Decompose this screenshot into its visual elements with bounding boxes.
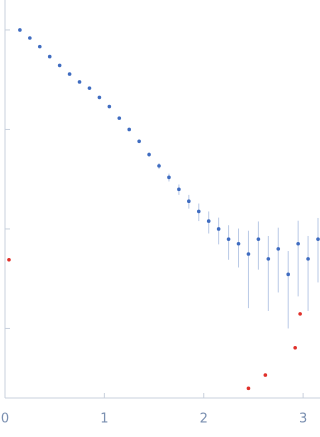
data-point bbox=[37, 44, 42, 49]
data-point bbox=[47, 54, 52, 59]
data-point bbox=[127, 127, 132, 132]
x-tick-label: 0 bbox=[1, 412, 9, 427]
data-point bbox=[306, 257, 310, 261]
data-point bbox=[226, 237, 231, 241]
data-point bbox=[293, 345, 297, 350]
data-point bbox=[266, 257, 271, 261]
x-tick-label: 1 bbox=[100, 412, 108, 427]
data-point bbox=[286, 272, 291, 277]
data-point bbox=[157, 164, 161, 168]
data-point bbox=[137, 139, 141, 144]
data-point bbox=[107, 104, 112, 109]
data-point bbox=[187, 199, 191, 204]
data-point bbox=[263, 373, 268, 377]
data-point bbox=[67, 72, 72, 76]
data-point bbox=[147, 152, 151, 157]
data-point bbox=[177, 187, 181, 192]
data-point bbox=[298, 312, 302, 316]
data-point bbox=[236, 241, 241, 246]
data-point bbox=[117, 116, 122, 120]
data-point bbox=[206, 219, 211, 223]
data-point bbox=[246, 386, 251, 391]
data-point bbox=[77, 80, 82, 84]
data-point bbox=[97, 95, 102, 100]
x-tick-label: 2 bbox=[200, 412, 208, 427]
data-point bbox=[18, 28, 22, 32]
data-point bbox=[87, 86, 92, 90]
data-point bbox=[296, 241, 300, 246]
data-point bbox=[256, 237, 261, 241]
data-point bbox=[7, 257, 11, 262]
data-point bbox=[246, 252, 251, 256]
x-tick-label: 3 bbox=[299, 412, 307, 427]
data-point bbox=[167, 175, 171, 180]
data-point bbox=[28, 36, 32, 40]
data-point bbox=[57, 63, 62, 68]
data-point bbox=[196, 209, 201, 214]
data-point bbox=[276, 247, 281, 251]
data-point bbox=[216, 227, 221, 231]
data-point bbox=[316, 237, 320, 241]
